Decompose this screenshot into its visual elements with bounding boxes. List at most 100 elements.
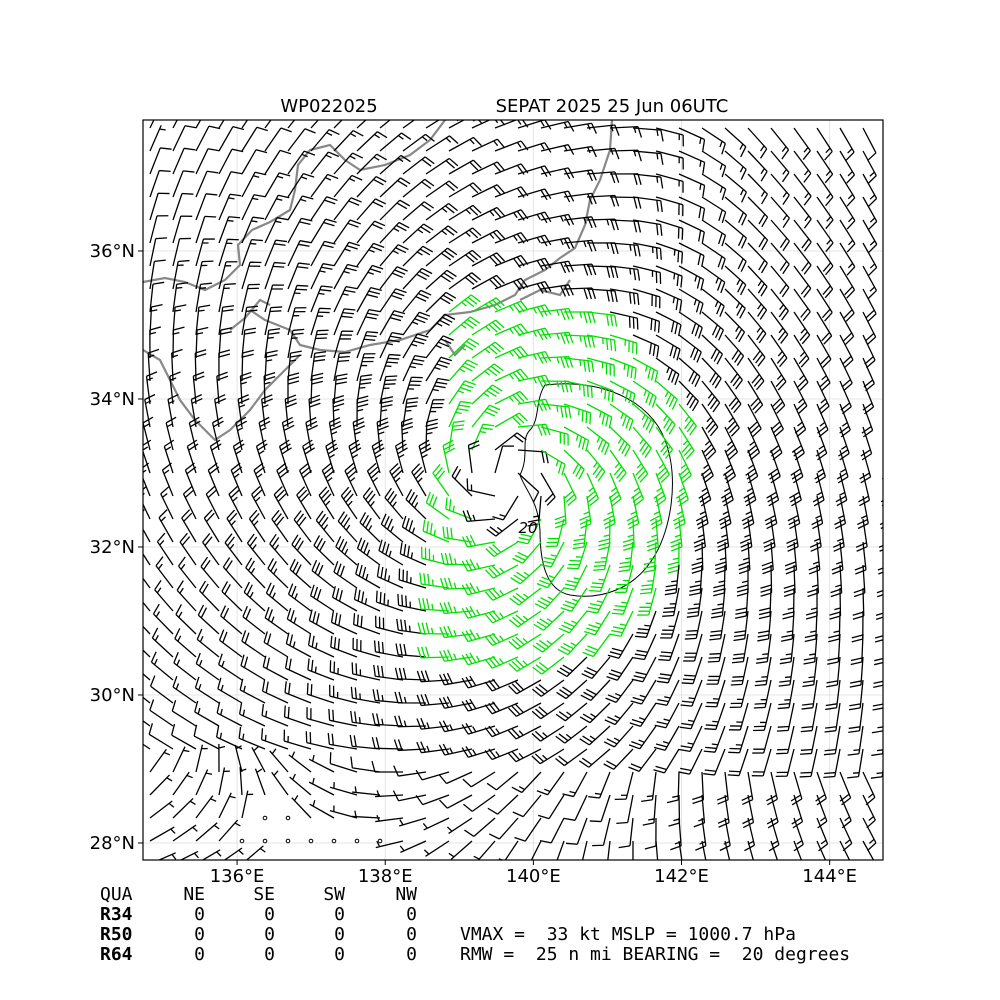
wind-barb bbox=[494, 412, 528, 428]
wind-barb bbox=[422, 817, 450, 831]
wind-barb bbox=[149, 748, 171, 773]
wind-barb bbox=[238, 726, 266, 750]
wind-barb bbox=[461, 698, 496, 712]
wind-barb bbox=[172, 304, 187, 336]
wind-barb bbox=[782, 587, 795, 620]
wind-barb bbox=[239, 767, 247, 796]
wind-barb bbox=[586, 124, 620, 136]
wind-barb bbox=[232, 439, 245, 474]
wind-barb bbox=[264, 217, 289, 244]
wind-barb bbox=[831, 541, 844, 575]
wind-barb bbox=[875, 612, 883, 620]
wind-barb bbox=[678, 311, 703, 339]
wind-barb bbox=[285, 632, 312, 658]
wind-barb bbox=[641, 771, 657, 803]
wind-barb bbox=[586, 288, 618, 303]
wind-barb bbox=[310, 151, 340, 175]
wind-barb bbox=[234, 744, 243, 773]
wind-barb bbox=[333, 373, 348, 405]
wind-barb bbox=[857, 495, 869, 530]
wind-barb bbox=[218, 327, 233, 359]
wind-barb bbox=[793, 288, 811, 322]
wind-barb bbox=[494, 209, 529, 221]
wind-barb bbox=[776, 725, 795, 755]
wind-barb bbox=[221, 581, 243, 612]
wind-barb bbox=[432, 463, 450, 497]
wind-barb bbox=[400, 417, 414, 451]
wind-barb bbox=[728, 702, 749, 731]
wind-barb bbox=[310, 372, 324, 405]
wind-barb bbox=[816, 219, 834, 253]
wind-barb bbox=[439, 625, 473, 639]
wind-barb bbox=[379, 199, 411, 221]
wind-barb bbox=[143, 743, 151, 750]
wind-barb bbox=[791, 426, 805, 461]
wind-barb bbox=[816, 196, 834, 230]
wind-barb bbox=[287, 120, 296, 129]
wind-barb bbox=[195, 170, 219, 198]
wind-barb bbox=[886, 220, 899, 253]
wind-barb bbox=[816, 334, 832, 368]
wind-barb bbox=[284, 394, 297, 428]
wind-barb bbox=[471, 184, 506, 198]
wind-barb bbox=[678, 725, 703, 753]
wind-barb bbox=[514, 817, 542, 842]
wind-barb bbox=[149, 281, 165, 313]
wind-barb bbox=[309, 800, 335, 819]
wind-barb bbox=[254, 768, 266, 796]
wind-barb bbox=[356, 331, 379, 359]
wind-barb bbox=[200, 556, 220, 589]
wind-barb bbox=[209, 439, 222, 474]
wind-barb bbox=[579, 864, 587, 892]
wind-barb bbox=[555, 702, 588, 722]
wind-barb bbox=[239, 371, 252, 405]
x-tick-label: 142°E bbox=[654, 866, 709, 887]
wind-barb bbox=[471, 161, 506, 175]
wind-barb bbox=[863, 864, 877, 896]
wind-barb bbox=[471, 319, 505, 336]
wind-barb bbox=[511, 771, 542, 794]
wind-barb bbox=[618, 541, 634, 573]
wind-barb bbox=[271, 770, 289, 796]
wind-barb bbox=[723, 864, 733, 897]
wind-barb bbox=[630, 472, 645, 507]
wind-barb bbox=[804, 610, 818, 643]
wind-barb bbox=[724, 196, 748, 226]
wind-barb bbox=[799, 748, 818, 778]
wind-barb bbox=[801, 679, 818, 710]
wind-barb bbox=[485, 541, 519, 558]
wind-barb bbox=[171, 723, 197, 750]
wind-barb bbox=[693, 518, 706, 552]
wind-barb bbox=[729, 679, 749, 709]
wind-barb bbox=[332, 395, 345, 428]
plot-frame bbox=[142, 119, 884, 861]
wind-barb bbox=[379, 120, 391, 129]
wind-barb bbox=[242, 605, 266, 635]
wind-barb bbox=[540, 403, 572, 419]
wind-barb bbox=[262, 655, 289, 681]
wind-barb bbox=[228, 485, 243, 520]
table-cell: 0 bbox=[264, 904, 275, 925]
wind-barb bbox=[330, 635, 358, 658]
wind-barb bbox=[540, 355, 574, 369]
wind-barb bbox=[582, 633, 611, 658]
wind-barb bbox=[655, 311, 682, 337]
wind-barb bbox=[655, 242, 684, 264]
wind-barb bbox=[448, 400, 472, 428]
wind-barb bbox=[245, 557, 266, 589]
wind-barb bbox=[508, 610, 542, 628]
wind-barb bbox=[218, 171, 243, 198]
wind-barb bbox=[632, 426, 652, 459]
wind-barb bbox=[310, 307, 331, 336]
wind-barb bbox=[633, 633, 657, 661]
table-cell: R64 bbox=[100, 944, 133, 965]
wind-barb bbox=[747, 150, 768, 182]
wind-barb bbox=[172, 215, 193, 244]
wind-barb bbox=[632, 311, 661, 333]
wind-barb bbox=[310, 173, 339, 198]
wind-barb bbox=[793, 265, 812, 298]
wind-barb bbox=[278, 439, 292, 474]
wind-barb bbox=[632, 242, 662, 260]
map-layer: 20 bbox=[143, 120, 899, 897]
wind-barb bbox=[664, 564, 680, 596]
